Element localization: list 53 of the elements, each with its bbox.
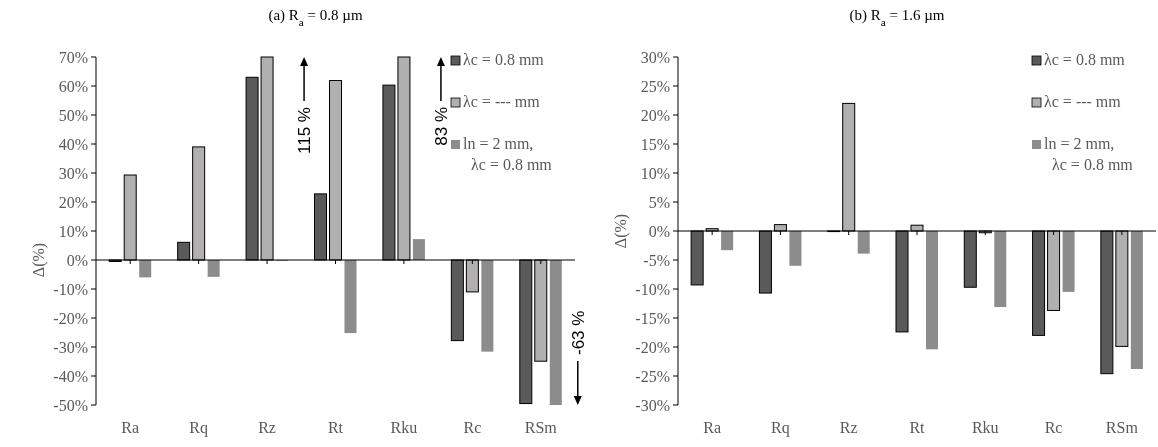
chart-title: (a) R$_{a}$ = 0.8 µm	[268, 7, 363, 28]
y-tick-label: -40%	[53, 367, 88, 385]
y-tick-label: 0%	[66, 251, 88, 269]
x-tick-label: Rz	[258, 419, 276, 436]
y-tick-label: 70%	[58, 48, 88, 66]
y-tick-label: -15%	[635, 309, 670, 327]
y-tick-label: 25%	[640, 77, 670, 95]
x-tick-label: Rt	[909, 419, 926, 436]
y-tick-label: -10%	[635, 280, 670, 298]
x-tick-label: Rq	[771, 419, 790, 437]
annotation: 115 %	[295, 107, 315, 154]
x-tick-label: Ra	[121, 419, 140, 436]
y-tick-label: -25%	[635, 367, 670, 385]
x-tick-label: Rc	[1044, 419, 1063, 436]
annotation: 83 %	[431, 107, 451, 146]
x-tick-label: Rz	[839, 419, 858, 436]
x-tick-label: Ra	[703, 419, 722, 436]
x-tick-label: Rc	[463, 419, 482, 436]
annotation: -63 %	[568, 310, 588, 355]
y-tick-label: 60%	[58, 77, 88, 95]
y-tick-label: 30%	[58, 164, 88, 182]
y-tick-label: -30%	[53, 338, 88, 356]
y-tick-label: 20%	[640, 106, 670, 124]
y-tick-label: 50%	[58, 106, 88, 124]
y-tick-label: 15%	[640, 135, 670, 153]
y-tick-label: 40%	[58, 135, 88, 153]
legend-label: λc = --- mm	[463, 93, 541, 110]
x-tick-label: Rku	[971, 419, 999, 436]
legend-label: λc = 0.8 mm	[463, 51, 545, 68]
x-tick-label: Rt	[327, 419, 344, 436]
legend-label: λc = 0.8 mm	[1044, 51, 1126, 68]
chart-title: (b) R$_{a}$ = 1.6 µm	[849, 7, 945, 28]
y-axis-title: Δ(%)	[30, 242, 48, 278]
legend-label: ln = 2 mm, λc = 0.8 mm	[1044, 135, 1134, 173]
y-tick-label: -20%	[53, 309, 88, 327]
y-tick-label: 0%	[648, 222, 670, 240]
y-tick-label: 10%	[58, 222, 88, 240]
y-tick-label: -10%	[53, 280, 88, 298]
x-tick-label: Rq	[189, 419, 208, 437]
legend-label: ln = 2 mm, λc = 0.8 mm	[463, 135, 553, 173]
x-tick-label: RSm	[1105, 419, 1139, 436]
y-tick-label: 30%	[640, 48, 670, 66]
y-tick-label: 20%	[58, 193, 88, 211]
y-tick-label: -5%	[643, 251, 670, 269]
y-axis-title: Δ(%)	[612, 213, 630, 249]
y-tick-label: 10%	[640, 164, 670, 182]
y-tick-label: 5%	[648, 193, 670, 211]
y-tick-label: -20%	[635, 338, 670, 356]
legend-label: λc = --- mm	[1044, 93, 1122, 110]
x-tick-label: RSm	[524, 419, 558, 436]
y-tick-label: -30%	[635, 396, 670, 414]
x-tick-label: Rku	[390, 419, 418, 436]
y-tick-label: -50%	[53, 396, 88, 414]
